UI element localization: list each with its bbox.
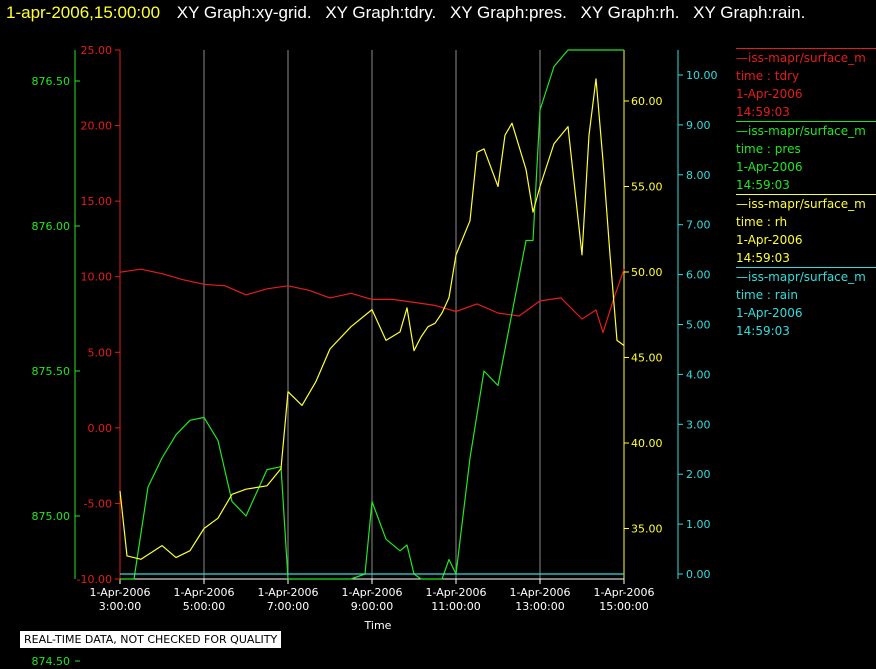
legend-date: 1-Apr-2006 (736, 87, 803, 101)
pres-tick-label: 876.00 (32, 220, 71, 233)
rain-tick-label: 1.00 (686, 518, 711, 531)
legend-entry-pres: —iss-mapr/surface_m time : pres 1-Apr-20… (736, 121, 876, 194)
rain-tick-label: 9.00 (686, 119, 711, 132)
graph-label-rh: XY Graph:rh. (580, 3, 680, 22)
quality-notice: REAL-TIME DATA, NOT CHECKED FOR QUALITY (20, 631, 282, 648)
graph-label-rain: XY Graph:rain. (693, 3, 806, 22)
header-timestamp: 1-apr-2006,15:00:00 (6, 3, 161, 22)
rain-tick-label: 4.00 (686, 368, 711, 381)
x-tick-label-time: 9:00:00 (351, 600, 393, 613)
graph-label-pres: XY Graph:pres. (449, 3, 567, 22)
rh-tick-label: 35.00 (631, 523, 663, 536)
legend-source: —iss-mapr/surface_m (736, 270, 866, 284)
tdry-tick-label: 0.00 (88, 422, 113, 435)
pres-tick-label: 874.50 (32, 655, 71, 668)
x-tick-label-time: 7:00:00 (267, 600, 309, 613)
rh-tick-label: 40.00 (631, 437, 663, 450)
chart-header: 1-apr-2006,15:00:00 XY Graph:xy-grid. XY… (6, 1, 814, 25)
legend-time: 14:59:03 (736, 324, 790, 338)
series-line-tdry (119, 268, 625, 334)
x-tick-label-time: 15:00:00 (599, 600, 648, 613)
legend-date: 1-Apr-2006 (736, 306, 803, 320)
x-tick-label-date: 1-Apr-2006 (593, 586, 654, 599)
pres-tick-label: 875.50 (32, 365, 71, 378)
tdry-tick-label: -5.00 (84, 497, 112, 510)
legend-entry-rain: —iss-mapr/surface_m time : rain 1-Apr-20… (736, 267, 876, 340)
tdry-tick-label: 25.00 (81, 44, 113, 57)
graph-label-tdry: XY Graph:tdry. (325, 3, 437, 22)
legend-time: 14:59:03 (736, 105, 790, 119)
legend-source: —iss-mapr/surface_m (736, 124, 866, 138)
x-tick-label-date: 1-Apr-2006 (257, 586, 318, 599)
x-axis-label: Time (364, 619, 392, 632)
rh-tick-label: 50.00 (631, 266, 663, 279)
legend-field: time : rh (736, 215, 788, 229)
legend: —iss-mapr/surface_m time : tdry 1-Apr-20… (736, 48, 876, 340)
tdry-tick-label: 20.00 (81, 120, 113, 133)
x-tick-label-time: 3:00:00 (99, 600, 141, 613)
legend-field: time : tdry (736, 69, 800, 83)
x-tick-label-time: 5:00:00 (183, 600, 225, 613)
series-line-pres (120, 49, 624, 580)
legend-time: 14:59:03 (736, 178, 790, 192)
rain-tick-label: 6.00 (686, 269, 711, 282)
x-tick-label-date: 1-Apr-2006 (89, 586, 150, 599)
graph-label-xy-grid: XY Graph:xy-grid. (176, 3, 312, 22)
tdry-tick-label: -10.00 (77, 573, 112, 586)
tdry-tick-label: 5.00 (88, 346, 113, 359)
rain-tick-label: 10.00 (686, 69, 718, 82)
legend-field: time : rain (736, 288, 799, 302)
rh-tick-label: 60.00 (631, 95, 663, 108)
x-tick-label-time: 11:00:00 (431, 600, 480, 613)
rh-tick-label: 55.00 (631, 181, 663, 194)
legend-date: 1-Apr-2006 (736, 160, 803, 174)
rain-tick-label: 2.00 (686, 468, 711, 481)
legend-date: 1-Apr-2006 (736, 233, 803, 247)
x-tick-label-date: 1-Apr-2006 (341, 586, 402, 599)
series-line-rh (119, 78, 625, 560)
x-tick-label-date: 1-Apr-2006 (425, 586, 486, 599)
rain-tick-label: 7.00 (686, 219, 711, 232)
tdry-tick-label: 10.00 (81, 271, 113, 284)
rain-tick-label: 5.00 (686, 319, 711, 332)
pres-tick-label: 876.50 (32, 75, 71, 88)
legend-field: time : pres (736, 142, 801, 156)
legend-entry-rh: —iss-mapr/surface_m time : rh 1-Apr-2006… (736, 194, 876, 267)
rain-tick-label: 3.00 (686, 418, 711, 431)
legend-time: 14:59:03 (736, 251, 790, 265)
legend-source: —iss-mapr/surface_m (736, 197, 866, 211)
legend-source: —iss-mapr/surface_m (736, 51, 866, 65)
x-tick-label-time: 13:00:00 (515, 600, 564, 613)
rh-tick-label: 45.00 (631, 352, 663, 365)
tdry-tick-label: 15.00 (81, 195, 113, 208)
pres-tick-label: 875.00 (32, 510, 71, 523)
x-tick-label-date: 1-Apr-2006 (173, 586, 234, 599)
x-tick-label-date: 1-Apr-2006 (509, 586, 570, 599)
legend-entry-tdry: —iss-mapr/surface_m time : tdry 1-Apr-20… (736, 48, 876, 121)
rain-tick-label: 0.00 (686, 568, 711, 581)
rain-tick-label: 8.00 (686, 169, 711, 182)
